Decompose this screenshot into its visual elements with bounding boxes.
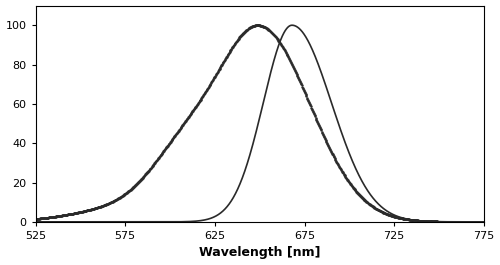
X-axis label: Wavelength [nm]: Wavelength [nm] <box>199 246 320 259</box>
